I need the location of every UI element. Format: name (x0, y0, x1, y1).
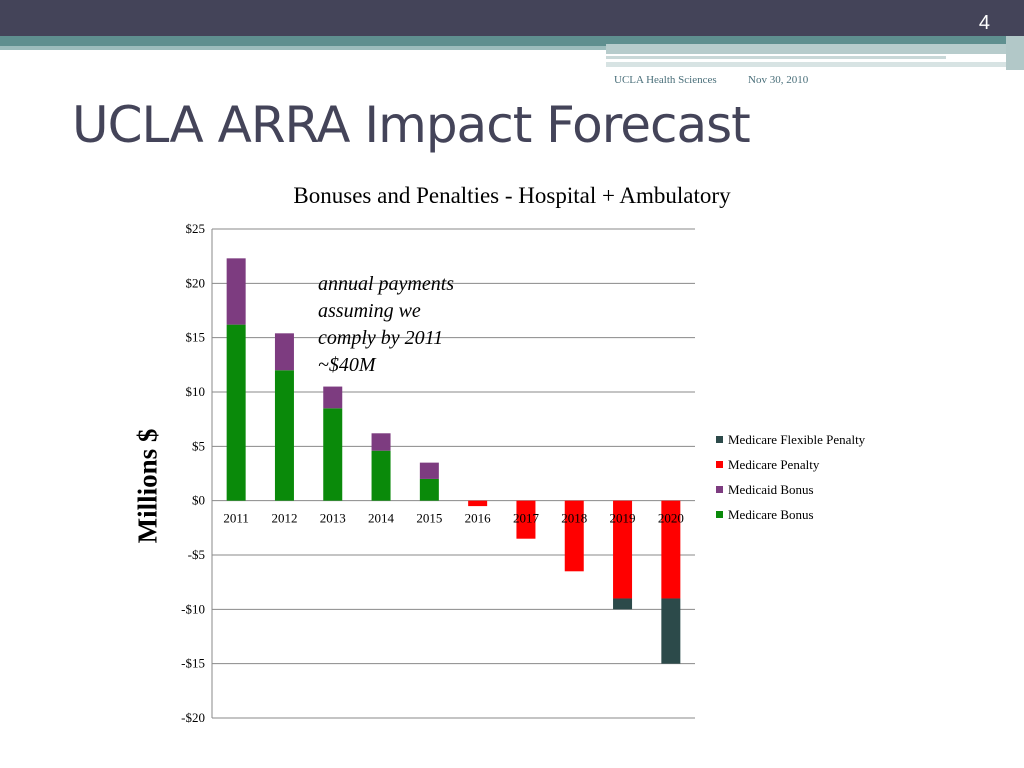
teal-stripe (0, 36, 1024, 46)
y-tick-label: $25 (186, 221, 206, 236)
bar-medicare-flexible-penalty (661, 598, 681, 664)
y-tick-label: -$10 (181, 601, 205, 616)
annotation-line: ~$40M (318, 354, 376, 376)
bar-medicare-bonus (226, 324, 246, 501)
decor-stripe (606, 62, 1006, 67)
chart-annotation: annual payments assuming we comply by 20… (318, 271, 518, 379)
x-tick-label: 2017 (513, 511, 540, 526)
bar-medicaid-bonus (274, 333, 294, 371)
x-tick-label: 2019 (610, 511, 636, 526)
legend-swatch (716, 461, 723, 468)
legend-label: Medicare Flexible Penalty (728, 431, 866, 447)
decor-tab (1006, 36, 1024, 70)
bar-medicaid-bonus (226, 258, 246, 325)
chart-legend: Medicare Flexible Penalty Medicare Penalt… (716, 427, 865, 527)
x-tick-label: 2015 (416, 511, 442, 526)
y-tick-label: $0 (192, 493, 205, 508)
bar-medicare-penalty (516, 500, 536, 539)
bar-medicare-penalty (468, 500, 488, 507)
bar-medicaid-bonus (323, 386, 343, 409)
x-tick-label: 2013 (320, 511, 346, 526)
x-tick-label: 2014 (368, 511, 395, 526)
bar-medicare-bonus (323, 408, 343, 501)
y-tick-label: $20 (186, 275, 206, 290)
bar-medicare-penalty (564, 500, 584, 572)
bar-medicare-bonus (419, 478, 439, 501)
x-tick-label: 2020 (658, 511, 684, 526)
bar-medicaid-bonus (371, 433, 391, 451)
y-tick-label: -$20 (181, 710, 205, 725)
bar-medicare-bonus (371, 450, 391, 501)
chart-title: Bonuses and Penalties - Hospital + Ambul… (293, 183, 731, 208)
bar-medicare-penalty (613, 500, 633, 599)
y-tick-label: -$5 (188, 547, 205, 562)
bar-medicare-flexible-penalty (613, 598, 633, 610)
legend-swatch (716, 511, 723, 518)
teal-stripe-light (0, 46, 1024, 50)
x-tick-label: 2012 (271, 511, 297, 526)
bar-medicare-bonus (274, 370, 294, 501)
slide-title: UCLA ARRA Impact Forecast (72, 96, 751, 154)
legend-label: Medicare Bonus (728, 506, 814, 522)
bar-medicaid-bonus (419, 462, 439, 479)
y-tick-label: -$15 (181, 656, 205, 671)
footer-date: Nov 30, 2010 (748, 74, 809, 86)
legend-swatch (716, 436, 723, 443)
x-tick-label: 2018 (561, 511, 587, 526)
decor-stripe (606, 56, 946, 59)
footer-organization: UCLA Health Sciences (614, 74, 717, 86)
legend-item: Medicaid Bonus (716, 477, 865, 502)
x-tick-label: 2011 (223, 511, 249, 526)
legend-swatch (716, 486, 723, 493)
legend-label: Medicare Penalty (728, 456, 820, 472)
y-tick-label: $15 (186, 330, 206, 345)
bar-medicare-penalty (661, 500, 681, 599)
top-banner (0, 0, 1024, 36)
decor-stripe (606, 44, 1024, 54)
y-tick-label: $10 (186, 384, 206, 399)
legend-item: Medicare Flexible Penalty (716, 427, 865, 452)
legend-item: Medicare Bonus (716, 502, 865, 527)
x-tick-label: 2016 (465, 511, 492, 526)
annotation-line: comply by 2011 (318, 327, 444, 349)
annotation-line: assuming we (318, 300, 421, 322)
slide-number: 4 (978, 12, 990, 34)
legend-item: Medicare Penalty (716, 452, 865, 477)
annotation-line: annual payments (318, 273, 455, 295)
y-tick-label: $5 (192, 438, 205, 453)
legend-label: Medicaid Bonus (728, 481, 814, 497)
